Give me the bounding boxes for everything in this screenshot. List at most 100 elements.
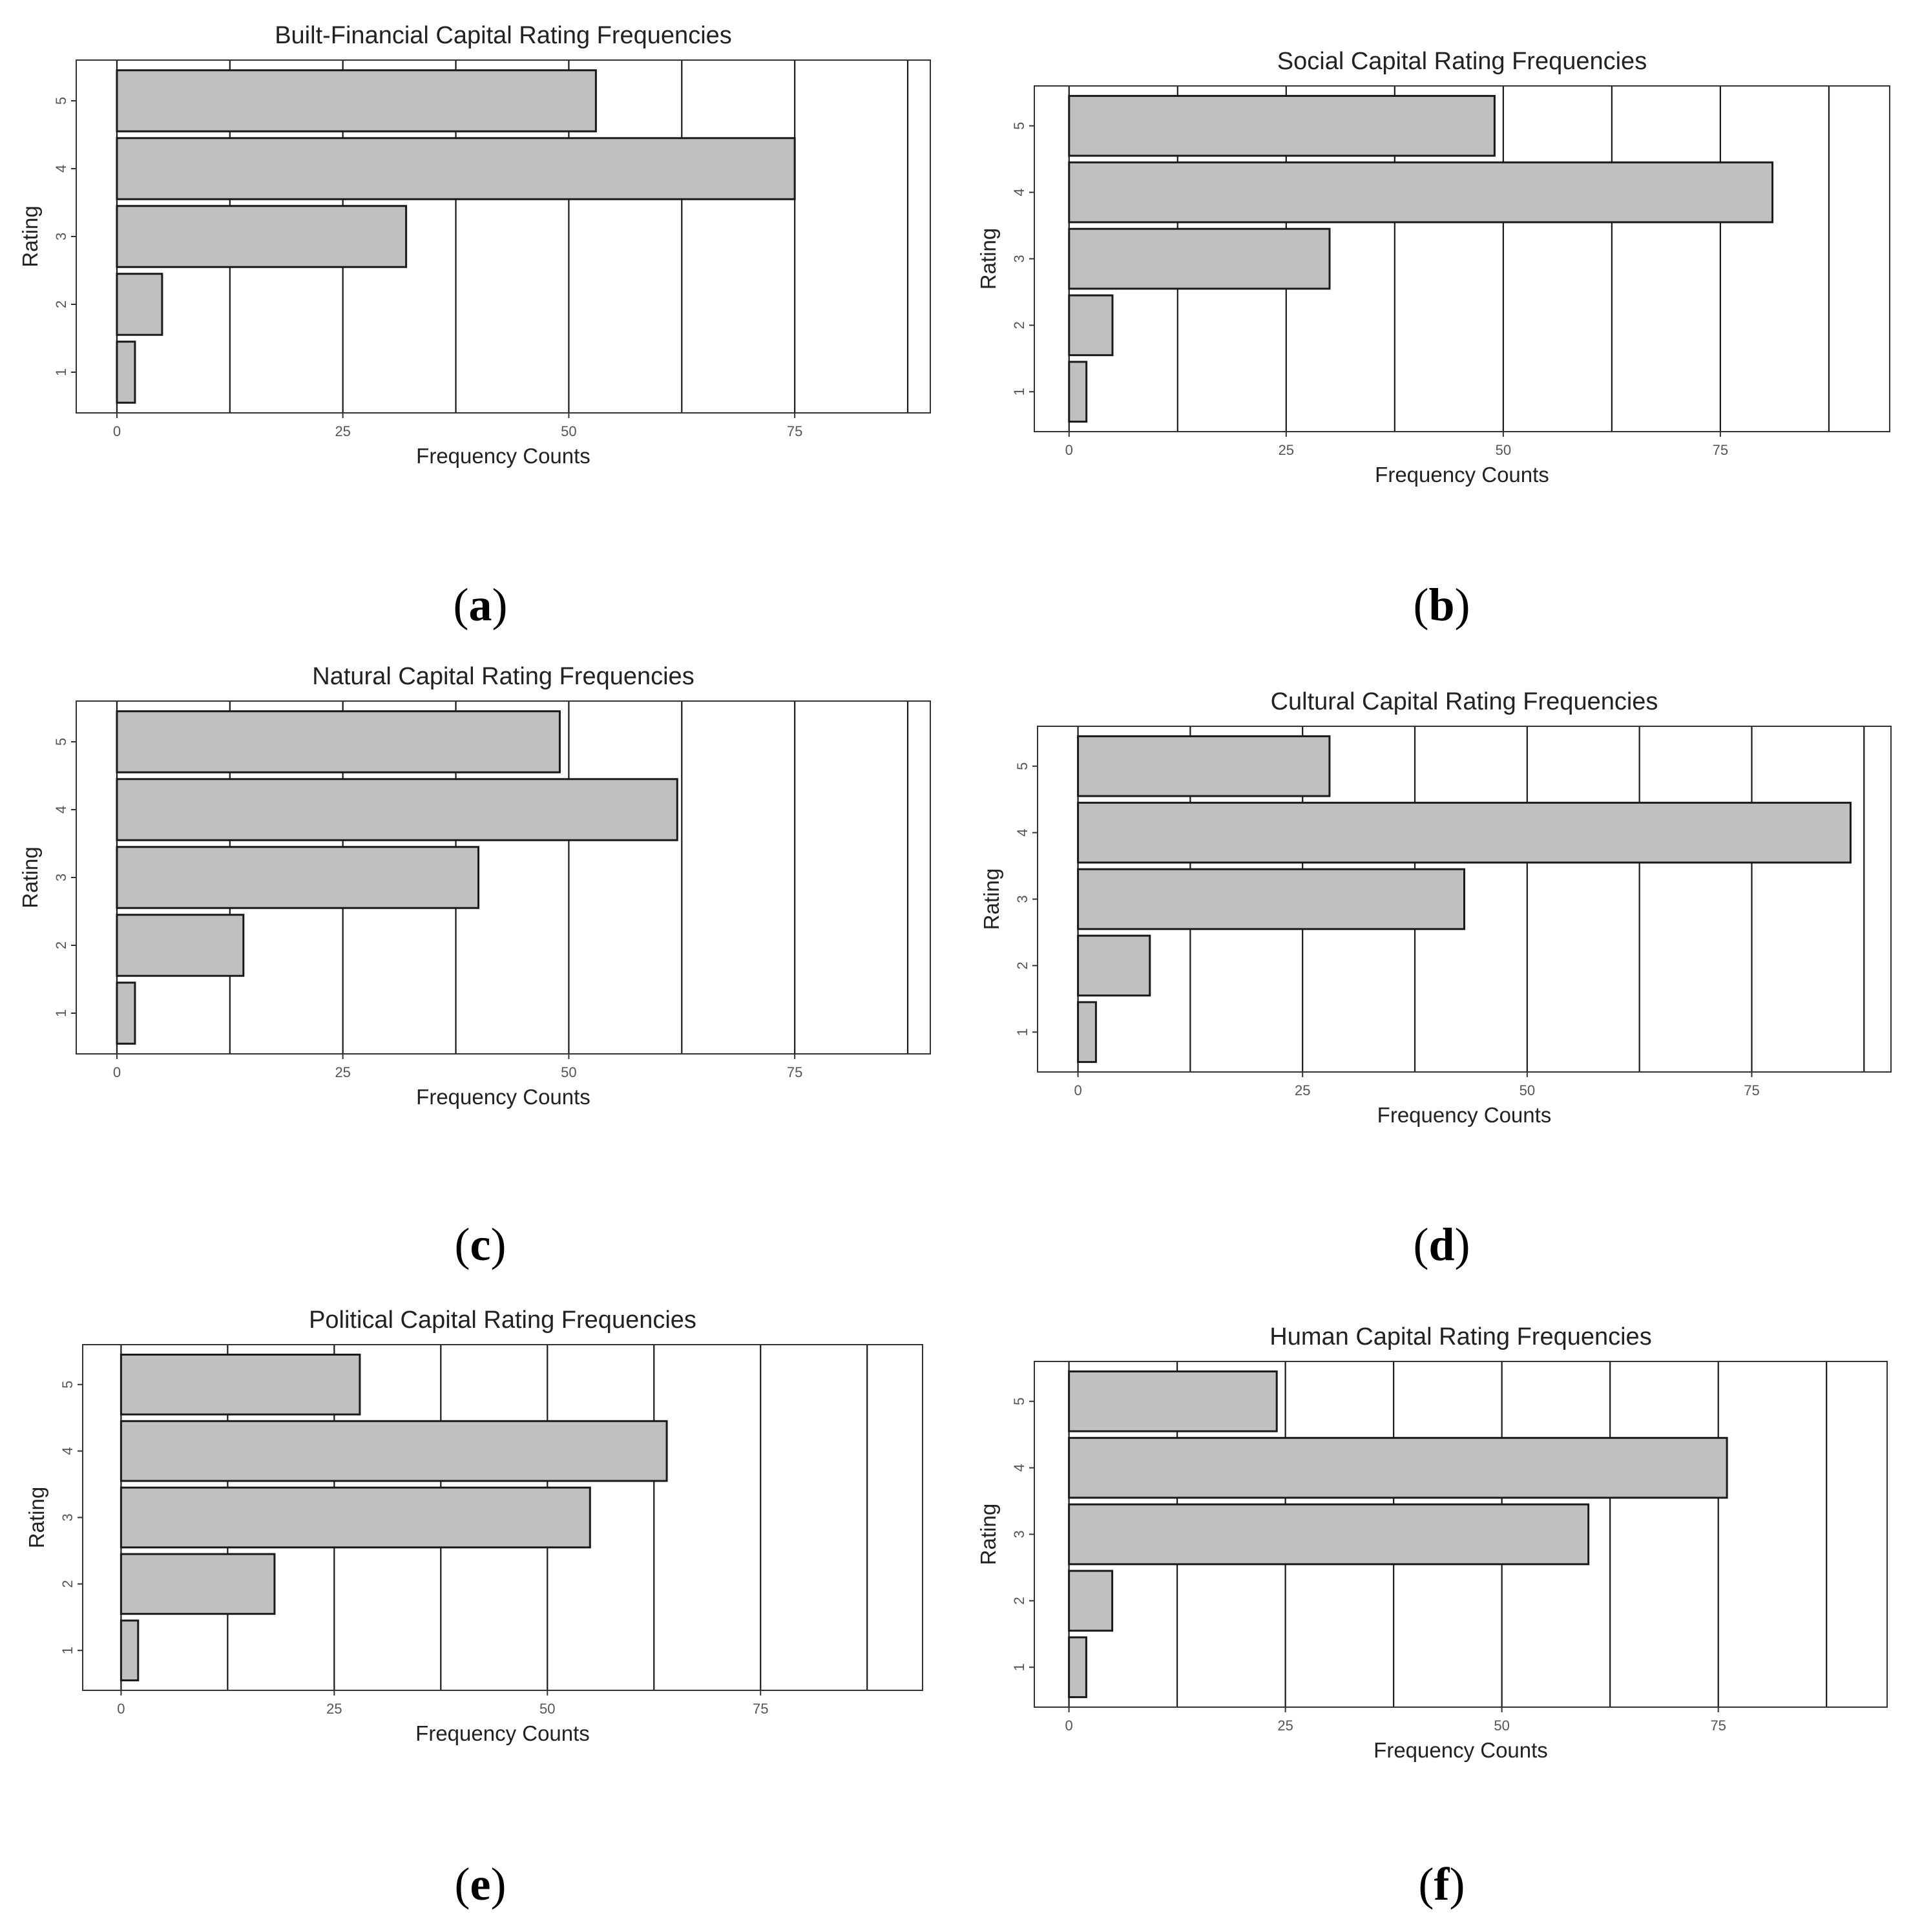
chart-c-svg: 0 25 50 75 1 2 3 4 5 Natural Capital Rating Frequ… xyxy=(18,663,931,1109)
y-tick-label: 1 xyxy=(1011,388,1027,395)
y-axis-label: Rating xyxy=(18,846,42,908)
bar-rating-5 xyxy=(116,710,561,773)
bar-rating-5 xyxy=(1077,735,1331,797)
x-tick-label: 0 xyxy=(117,1701,125,1717)
y-axis-label: Rating xyxy=(25,1487,48,1548)
bar-rating-3 xyxy=(1068,1503,1590,1566)
bar-rating-3 xyxy=(116,205,408,268)
chart-panel-d: 0 25 50 75 1 2 3 4 5 Cultural Capital Rating Freq… xyxy=(961,642,1922,1197)
bar-rating-1 xyxy=(116,982,136,1045)
x-tick-label: 0 xyxy=(1065,1717,1072,1734)
chart-panel-a: 0 25 50 75 1 2 3 4 5 Built-Financial Capital Rati… xyxy=(0,0,961,556)
x-axis-label: Frequency Counts xyxy=(1374,1738,1548,1762)
x-tick-label: 25 xyxy=(1279,442,1294,458)
x-tick-label: 0 xyxy=(1065,442,1073,458)
y-axis-label: Rating xyxy=(976,228,1000,289)
caption-c: (c) xyxy=(454,1219,507,1270)
chart-f-svg: 0 25 50 75 1 2 3 4 5 Human Capital Rating Frequen… xyxy=(976,1323,1888,1762)
bar-rating-1 xyxy=(1068,1636,1087,1699)
bar-rating-1 xyxy=(120,1619,140,1682)
x-axis-label: Frequency Counts xyxy=(415,1721,590,1745)
y-tick-label: 5 xyxy=(1011,1398,1027,1405)
y-tick-label: 4 xyxy=(1011,1464,1027,1471)
x-tick-label: 25 xyxy=(335,423,350,439)
y-tick-label: 4 xyxy=(53,806,69,814)
chart-title: Built-Financial Capital Rating Frequenci… xyxy=(275,22,732,49)
x-tick-label: 0 xyxy=(1074,1082,1081,1098)
caption-b: (b) xyxy=(1413,579,1470,631)
y-tick-label: 5 xyxy=(1014,762,1030,770)
chart-title: Political Capital Rating Frequencies xyxy=(309,1307,696,1334)
y-tick-label: 4 xyxy=(1014,828,1030,836)
y-tick-label: 3 xyxy=(53,233,69,240)
bar-rating-1 xyxy=(116,341,136,404)
bar-rating-3 xyxy=(1077,868,1466,930)
x-tick-label: 75 xyxy=(1710,1717,1726,1734)
x-tick-label: 50 xyxy=(561,1064,576,1080)
bar-rating-2 xyxy=(116,273,163,336)
chart-a-svg: 0 25 50 75 1 2 3 4 5 Built-Financial Capital Rati… xyxy=(18,22,931,468)
x-tick-label: 50 xyxy=(1520,1082,1535,1098)
x-tick-label: 0 xyxy=(113,423,121,439)
y-tick-label: 1 xyxy=(1014,1028,1030,1036)
y-tick-label: 1 xyxy=(53,1009,69,1017)
x-tick-label: 50 xyxy=(1494,1717,1509,1734)
caption-e: (e) xyxy=(454,1858,507,1910)
bar-rating-2 xyxy=(120,1553,276,1615)
bar-rating-4 xyxy=(120,1420,668,1482)
chart-d-svg: 0 25 50 75 1 2 3 4 5 Cultural Capital Rating Freq… xyxy=(979,688,1892,1127)
x-tick-label: 75 xyxy=(753,1701,768,1717)
bar-rating-3 xyxy=(1068,227,1331,290)
y-tick-label: 2 xyxy=(53,941,69,949)
bar-rating-2 xyxy=(116,914,245,977)
bar-rating-4 xyxy=(1068,1436,1728,1499)
x-tick-label: 25 xyxy=(1295,1082,1310,1098)
bar-rating-2 xyxy=(1068,294,1114,357)
chart-title: Cultural Capital Rating Frequencies xyxy=(1271,688,1658,715)
chart-panel-c: 0 25 50 75 1 2 3 4 5 Natural Capital Rating Frequ… xyxy=(0,642,961,1197)
x-axis-label: Frequency Counts xyxy=(1377,1103,1552,1127)
y-tick-label: 2 xyxy=(1011,1597,1027,1604)
chart-title: Natural Capital Rating Frequencies xyxy=(312,663,694,690)
x-tick-label: 25 xyxy=(1277,1717,1293,1734)
y-tick-label: 3 xyxy=(1014,895,1030,903)
x-tick-label: 75 xyxy=(1744,1082,1759,1098)
y-tick-label: 4 xyxy=(53,165,69,173)
y-tick-label: 5 xyxy=(53,97,69,105)
y-tick-label: 1 xyxy=(53,368,69,376)
caption-d: (d) xyxy=(1413,1219,1470,1270)
chart-e-svg: 0 25 50 75 1 2 3 4 5 Political Capital Rating Fre… xyxy=(25,1307,923,1745)
x-tick-label: 0 xyxy=(113,1064,121,1080)
caption-f: (f) xyxy=(1418,1858,1465,1910)
y-tick-label: 3 xyxy=(1011,255,1027,262)
x-tick-label: 50 xyxy=(539,1701,555,1717)
bar-rating-3 xyxy=(116,846,480,909)
chart-title: Human Capital Rating Frequencies xyxy=(1269,1323,1651,1350)
caption-a: (a) xyxy=(453,579,508,631)
x-tick-label: 25 xyxy=(326,1701,342,1717)
bar-rating-4 xyxy=(116,778,678,841)
y-tick-label: 2 xyxy=(59,1580,76,1588)
bar-rating-5 xyxy=(1068,1370,1278,1433)
x-tick-label: 25 xyxy=(335,1064,350,1080)
y-axis-label: Rating xyxy=(18,205,42,267)
x-axis-label: Frequency Counts xyxy=(416,444,590,468)
y-tick-label: 3 xyxy=(1011,1530,1027,1538)
y-tick-label: 3 xyxy=(53,874,69,881)
y-axis-label: Rating xyxy=(976,1504,1000,1565)
bar-rating-2 xyxy=(1068,1570,1114,1632)
bar-rating-5 xyxy=(120,1353,361,1416)
bar-rating-5 xyxy=(116,69,597,132)
bar-rating-4 xyxy=(1077,801,1852,864)
x-tick-label: 50 xyxy=(561,423,576,439)
y-tick-label: 2 xyxy=(1014,961,1030,969)
bar-rating-1 xyxy=(1068,361,1088,423)
chart-b-svg: 0 25 50 75 1 2 3 4 5 Social Capital Rating Freque… xyxy=(976,48,1890,487)
y-tick-label: 3 xyxy=(59,1513,76,1521)
y-axis-label: Rating xyxy=(979,868,1003,930)
y-tick-label: 2 xyxy=(53,300,69,308)
x-axis-label: Frequency Counts xyxy=(1375,463,1549,487)
bar-rating-4 xyxy=(116,137,796,200)
bar-rating-1 xyxy=(1077,1001,1097,1064)
x-axis-label: Frequency Counts xyxy=(416,1085,590,1109)
